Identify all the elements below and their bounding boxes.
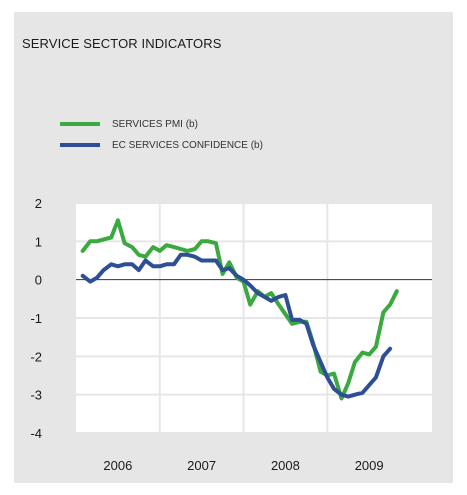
y-tick-label: 2 [35,196,42,211]
legend-swatch-services-pmi [60,122,100,126]
y-tick-label: 0 [35,273,42,288]
y-tick-label: -4 [30,426,42,441]
y-tick-label: -1 [30,311,42,326]
chart-title: SERVICE SECTOR INDICATORS [22,36,222,51]
series-line-ec-services-confidence [80,252,393,399]
y-tick-label: 1 [35,234,42,249]
legend-label-services-pmi: SERVICES PMI (b) [112,118,198,130]
x-tick-label: 2007 [187,458,216,473]
y-tick-label: -3 [30,388,42,403]
legend-swatch-ec-services-confidence [60,143,100,147]
x-tick-label: 2009 [355,458,384,473]
legend-label-ec-services-confidence: EC SERVICES CONFIDENCE (b) [112,139,263,151]
legend-item-ec-services-confidence: EC SERVICES CONFIDENCE (b) [60,138,263,152]
legend-item-services-pmi: SERVICES PMI (b) [60,117,198,131]
x-tick-label: 2006 [103,458,132,473]
y-tick-label: -2 [30,349,42,364]
x-tick-label: 2008 [271,458,300,473]
